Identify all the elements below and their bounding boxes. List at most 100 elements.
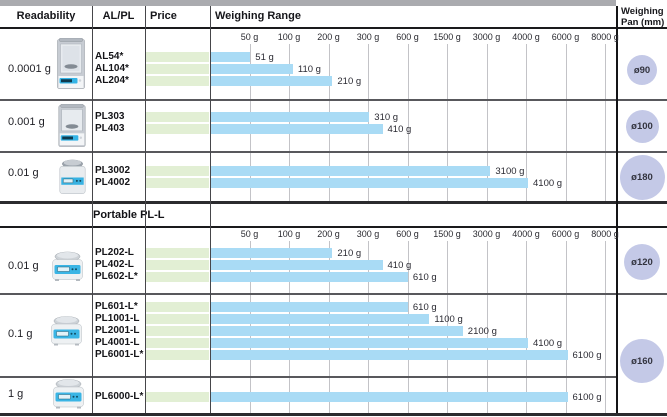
axis-tick-line	[289, 153, 290, 201]
balance-precision-image	[57, 158, 88, 196]
axis-tick-line	[565, 241, 567, 293]
axis-tick-label: 100 g	[277, 32, 301, 42]
axis-tick-line	[526, 101, 527, 151]
axis-tick-line	[486, 295, 488, 376]
weighing-pan-column-header-line1: Weighing	[621, 6, 664, 17]
price-bar	[146, 166, 209, 176]
axis-tick-line	[407, 44, 409, 99]
capacity-bar	[211, 124, 383, 134]
balance-portable-image	[50, 314, 83, 348]
model-column-header: AL/PL	[102, 10, 135, 22]
capacity-bar	[211, 326, 463, 336]
top-strip	[0, 0, 616, 6]
readability-value: 1 g	[8, 388, 24, 400]
axis-tick-label: 1500 g	[433, 229, 461, 239]
capacity-value-label: 610 g	[412, 302, 437, 313]
capacity-value-label: 4100 g	[533, 178, 563, 189]
axis-tick-line	[447, 241, 448, 293]
axis-tick-line	[368, 44, 369, 99]
balance-portable-image	[51, 250, 84, 283]
weighing-pan-column-header-line2: Pan (mm)	[621, 17, 665, 28]
model-name: AL204*	[95, 75, 129, 86]
capacity-bar	[211, 392, 568, 402]
capacity-bar	[211, 178, 528, 188]
readability-value: 0.01 g	[8, 260, 39, 272]
axis-tick-line	[447, 101, 448, 151]
axis-tick-line	[565, 153, 567, 201]
capacity-bar	[211, 314, 430, 324]
capacity-value-label: 210 g	[337, 76, 362, 87]
capacity-bar	[211, 166, 491, 176]
pan-diameter-badge: ø100	[625, 109, 659, 143]
model-name: PL2001-L	[95, 325, 140, 336]
section-header-portable: Portable PL-L	[93, 209, 165, 221]
axis-tick-label: 6000 g	[551, 32, 580, 42]
price-bar	[146, 124, 209, 134]
axis-tick-label: 300 g	[356, 229, 380, 239]
axis-tick-line	[605, 153, 606, 201]
axis-tick-line	[526, 241, 527, 293]
axis-tick-line	[249, 153, 251, 201]
axis-tick-line	[407, 241, 409, 293]
capacity-value-label: 51 g	[255, 52, 274, 63]
axis-tick-label: 600 g	[396, 229, 419, 239]
price-bar	[146, 350, 209, 360]
row-divider	[0, 293, 667, 295]
price-bar	[146, 302, 209, 312]
axis-tick-line	[605, 44, 606, 99]
column-divider	[145, 6, 146, 413]
axis-tick-line	[486, 101, 488, 151]
axis-tick-line	[486, 44, 488, 99]
capacity-bar	[211, 112, 370, 122]
balance-analytical-image	[56, 37, 86, 90]
price-bar	[146, 260, 209, 270]
model-name: AL54*	[95, 51, 124, 62]
model-name: PL402-L	[95, 259, 134, 270]
pan-column-divider	[616, 6, 618, 413]
capacity-value-label: 210 g	[337, 248, 362, 259]
model-name: PL202-L	[95, 247, 134, 258]
axis-tick-label: 8000 g	[591, 229, 619, 239]
capacity-bar	[211, 76, 333, 86]
axis-tick-label: 4000 g	[512, 229, 540, 239]
price-column-header: Price	[150, 10, 177, 22]
axis-tick-line	[605, 378, 606, 413]
row-divider	[0, 151, 667, 153]
model-name: PL303	[95, 111, 125, 122]
model-name: PL6000-L*	[95, 391, 144, 402]
readability-value: 0.0001 g	[8, 63, 51, 75]
balance-portable-image	[52, 377, 85, 411]
axis-tick-label: 6000 g	[551, 229, 580, 239]
axis-tick-label: 1500 g	[433, 32, 461, 42]
model-name: PL602-L*	[95, 271, 138, 282]
axis-tick-line	[565, 101, 567, 151]
capacity-bar	[211, 248, 333, 258]
axis-tick-label: 100 g	[277, 229, 301, 239]
price-bar	[146, 76, 209, 86]
row-divider	[0, 201, 667, 204]
axis-tick-line	[526, 295, 527, 376]
axis-tick-line	[565, 295, 567, 376]
weighing-range-column-header: Weighing Range	[215, 10, 301, 22]
axis-tick-line	[605, 241, 606, 293]
pan-diameter-badge: ø120	[624, 244, 660, 280]
capacity-bar	[211, 302, 408, 312]
axis-tick-line	[407, 101, 409, 151]
model-name: PL601-L*	[95, 301, 138, 312]
model-name: PL4001-L	[95, 337, 140, 348]
pan-diameter-badge: ø180	[619, 154, 665, 200]
price-bar	[146, 314, 209, 324]
axis-tick-line	[486, 241, 488, 293]
capacity-bar	[211, 64, 293, 74]
capacity-value-label: 3100 g	[495, 166, 525, 177]
price-bar	[146, 338, 209, 348]
axis-tick-line	[605, 101, 606, 151]
axis-tick-label: 300 g	[356, 32, 380, 42]
capacity-value-label: 6100 g	[572, 392, 602, 403]
price-bar	[146, 326, 209, 336]
model-name: PL6001-L*	[95, 349, 144, 360]
axis-tick-line	[486, 153, 488, 201]
row-divider	[0, 413, 667, 416]
pan-diameter-badge: ø90	[627, 55, 657, 85]
